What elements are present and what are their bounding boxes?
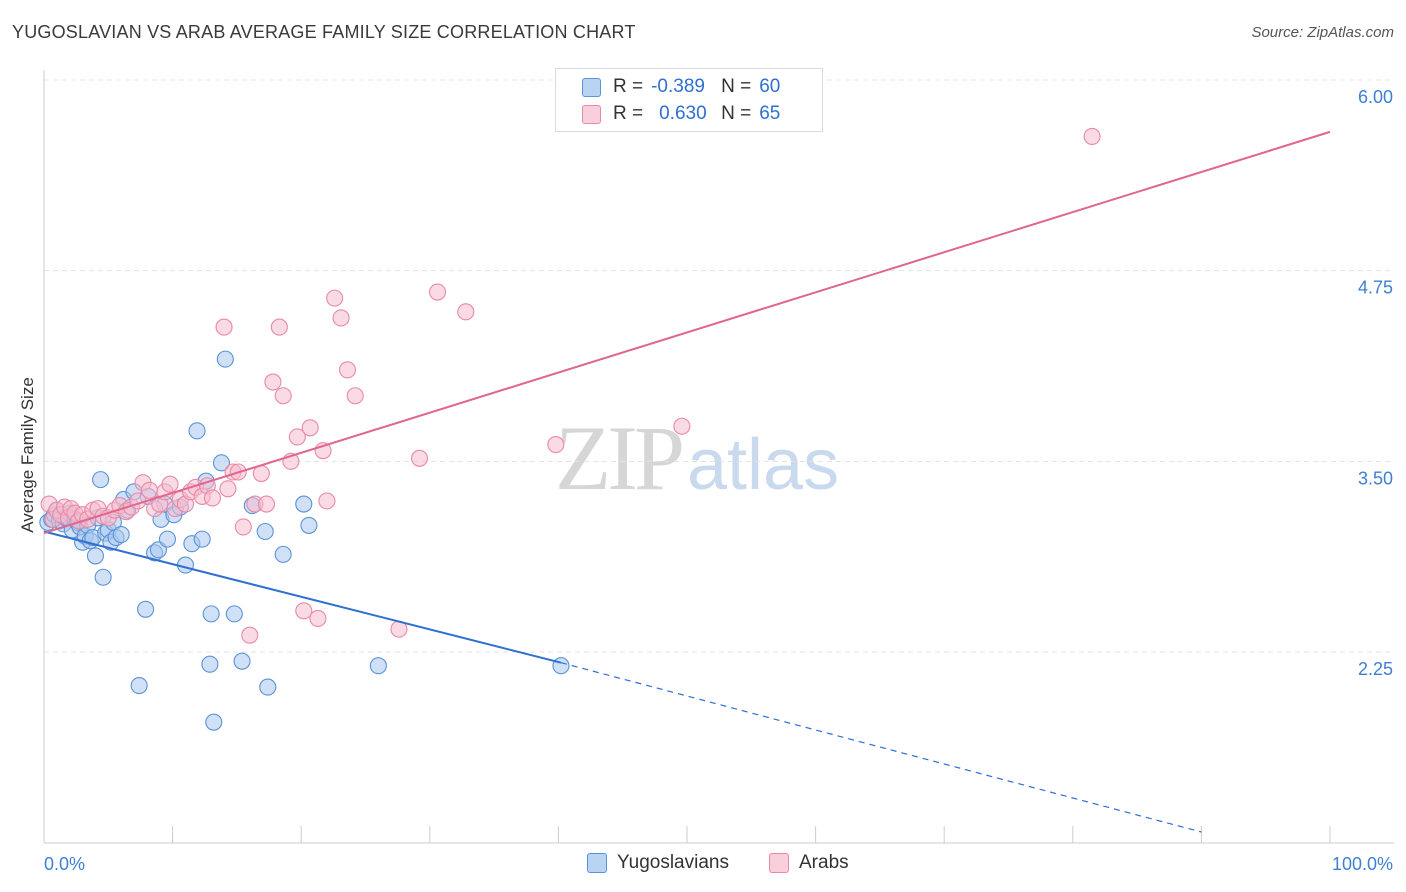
legend-n-label: N = [721, 76, 752, 97]
arab-trend-line [43, 130, 1331, 534]
yugoslavian-point [233, 652, 251, 670]
legend-item-arabs: Arabs [769, 852, 849, 874]
yugoslavian-point [137, 600, 155, 618]
yugoslavian-point [86, 547, 104, 565]
arab-point [215, 318, 233, 336]
yugoslavian-point [274, 545, 292, 563]
arab-point [203, 489, 222, 507]
grid-lines [44, 79, 1394, 653]
yugoslavian-point [130, 677, 148, 695]
legend-n-label: N = [721, 103, 752, 124]
arab-point [332, 309, 350, 327]
yugoslavian-point [300, 516, 318, 534]
arab-point [274, 387, 292, 405]
legend-item-yugoslavians: Yugoslavians [587, 852, 729, 874]
x-tick-label-end: 100.0% [1332, 854, 1393, 874]
data-points [39, 71, 1101, 731]
watermark-zip: ZIP [555, 407, 685, 509]
yugoslavian-point [92, 471, 110, 489]
arab-point [1083, 127, 1101, 145]
yugoslavian-point [212, 454, 231, 472]
arab-point [301, 419, 319, 437]
legend-r-label: R = [613, 76, 644, 97]
y-tick-label: 4.75 [1358, 278, 1393, 298]
chart-title: YUGOSLAVIAN VS ARAB AVERAGE FAMILY SIZE … [12, 22, 636, 42]
yugoslavian-point [259, 678, 277, 696]
legend-label-arabs: Arabs [799, 852, 849, 873]
yugoslavian-trend-extension [560, 662, 1202, 833]
legend-n-value: 60 [759, 76, 781, 97]
legend-r-value: 0.630 [659, 103, 707, 124]
arab-point [295, 602, 313, 620]
trend-lines [43, 130, 1331, 833]
legend-row-yugoslavians: R = -0.389 N = 60 [582, 74, 780, 100]
arab-point [241, 626, 259, 644]
chart-source: Source: ZipAtlas.com [1251, 24, 1394, 41]
stats-legend: R = -0.389 N = 60 R = 0.630 N = 65 [555, 68, 823, 132]
arab-point [161, 475, 179, 493]
arab-point [457, 303, 475, 321]
arab-point [140, 481, 159, 499]
x-tick-label-start: 0.0% [44, 854, 85, 874]
arab-point [288, 428, 306, 446]
arab-point [318, 492, 336, 510]
yugoslavian-point [202, 605, 220, 623]
series-legend: Yugoslavians Arabs [0, 852, 1406, 878]
legend-n-value: 65 [759, 103, 781, 124]
yugoslavian-point [295, 495, 313, 513]
y-tick-label: 6.00 [1358, 87, 1393, 107]
tick-labels: 2.25 3.50 4.75 6.00 0.0% 100.0% [44, 87, 1393, 874]
axes [43, 70, 1394, 844]
arab-point [234, 518, 252, 536]
yugoslavian-point [112, 525, 130, 544]
legend-r-value: -0.389 [651, 76, 705, 97]
yugoslavian-point [216, 350, 234, 368]
yugoslavian-point [552, 657, 570, 675]
arab-point [326, 289, 344, 307]
yugoslavian-point [369, 657, 387, 675]
arab-point [428, 283, 447, 301]
arab-point [270, 318, 288, 336]
legend-r-label: R = [613, 103, 644, 124]
arab-point [547, 436, 565, 454]
arab-point [673, 417, 691, 435]
legend-row-arabs: R = 0.630 N = 65 [582, 101, 780, 127]
yugoslavian-point [201, 655, 219, 673]
yugoslavian-point [193, 530, 211, 548]
arab-point [219, 480, 237, 498]
arab-point [309, 609, 327, 627]
zipatlas-watermark: ZIPatlas [555, 405, 839, 511]
watermark-atlas: atlas [687, 425, 840, 505]
arab-point [338, 361, 357, 379]
yugoslavian-point [188, 422, 206, 440]
yugoslavian-point [205, 713, 223, 731]
yugoslavian-trend-line [43, 530, 562, 664]
arab-point [346, 387, 364, 405]
legend-swatch-blue [582, 77, 601, 97]
yugoslavian-point [158, 530, 177, 548]
y-tick-label: 2.25 [1358, 659, 1393, 679]
arab-point [257, 495, 276, 513]
yugoslavian-point [225, 605, 243, 623]
legend-swatch-blue [587, 853, 607, 873]
yugoslavian-point [256, 522, 274, 541]
arab-point [264, 373, 282, 391]
legend-label-yugoslavians: Yugoslavians [617, 852, 729, 873]
yugoslavian-point [94, 568, 112, 586]
legend-swatch-pink [769, 853, 789, 873]
y-tick-label: 3.50 [1358, 468, 1393, 488]
arab-point [410, 449, 429, 467]
legend-swatch-pink [582, 104, 601, 124]
